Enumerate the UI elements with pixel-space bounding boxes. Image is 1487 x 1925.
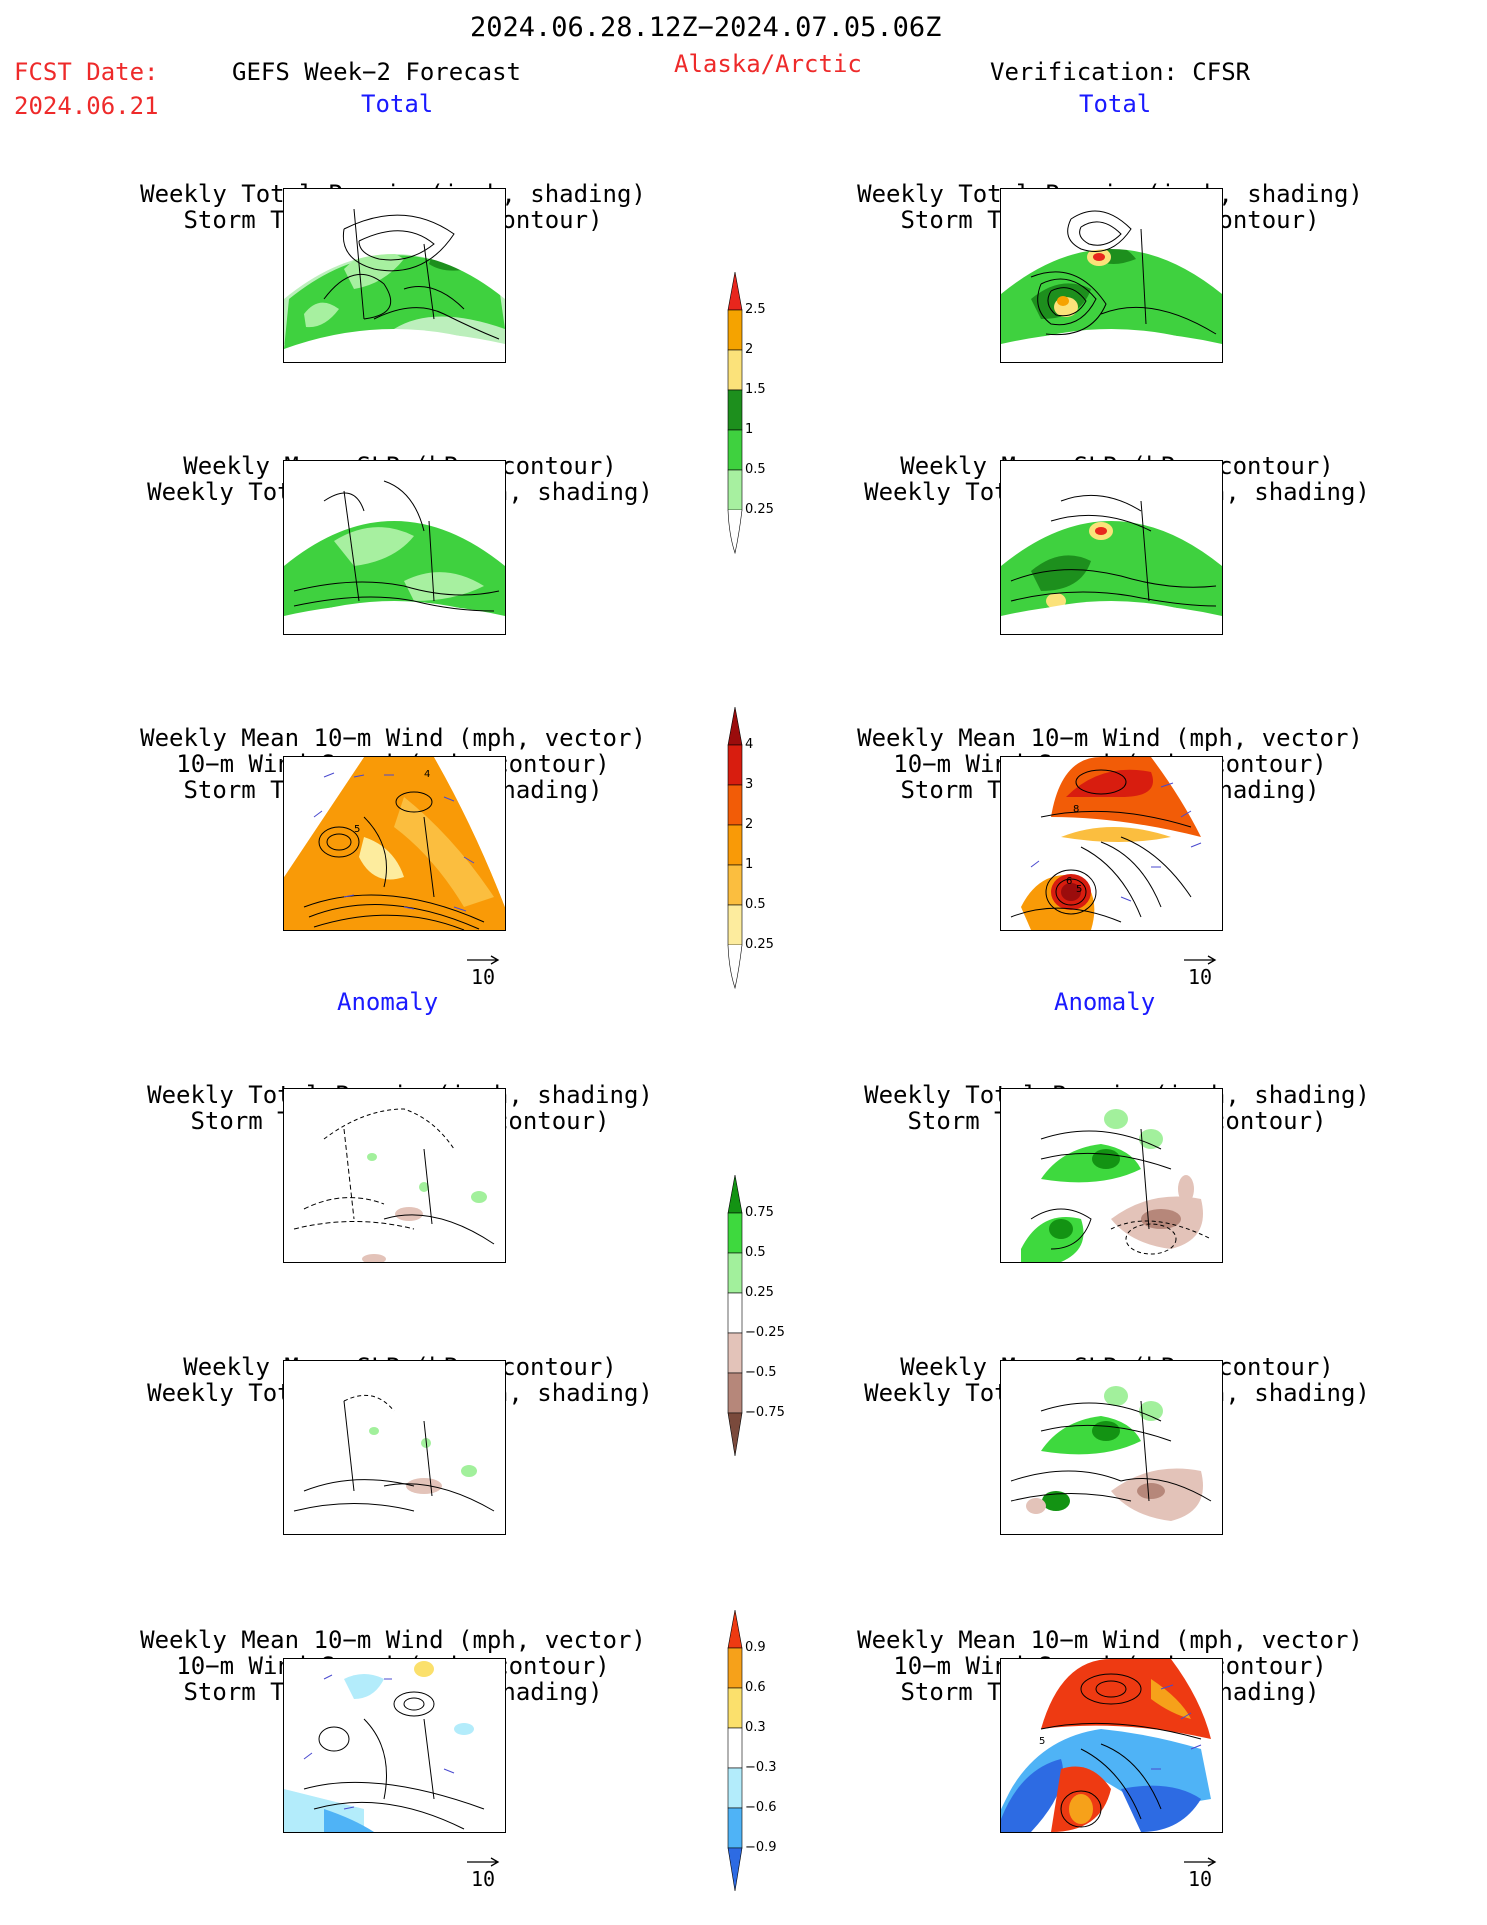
colorbar-swatch bbox=[727, 1767, 743, 1809]
colorbar-label: 0.3 bbox=[745, 1720, 766, 1735]
colorbar-label: 0.9 bbox=[745, 1640, 766, 1655]
arrow-right-icon bbox=[467, 955, 500, 965]
colorbar-swatch bbox=[727, 1412, 743, 1457]
colorbar-label: 0.5 bbox=[745, 462, 766, 477]
colorbar-swatch bbox=[727, 1727, 743, 1769]
colorbar-swatch bbox=[727, 784, 743, 826]
colorbar-storm-total: 4 3 2 1 0.5 0.25 bbox=[725, 705, 805, 990]
period-title: 2024.06.28.12Z−2024.07.05.06Z bbox=[470, 12, 942, 43]
colorbar-swatch bbox=[727, 824, 743, 866]
colorbar-swatch bbox=[727, 904, 743, 946]
map-precip-storm-anom-verif bbox=[1000, 1088, 1223, 1263]
colorbar-swatch bbox=[727, 429, 743, 471]
colorbar-swatch bbox=[727, 1647, 743, 1689]
arrow-right-icon bbox=[1184, 955, 1217, 965]
colorbar-label: −0.5 bbox=[745, 1365, 777, 1380]
fcst-date-label: FCST Date: bbox=[14, 58, 159, 86]
colorbar-swatch bbox=[727, 706, 743, 746]
contour-label: 6 bbox=[1066, 876, 1072, 887]
map-precip-storm-anom-forecast bbox=[283, 1088, 506, 1263]
colorbar-swatch bbox=[727, 1252, 743, 1294]
section-total-right: Total bbox=[1079, 90, 1152, 118]
colorbar-label: 2 bbox=[745, 817, 754, 832]
colorbar-label: 0.25 bbox=[745, 502, 774, 517]
colorbar-swatch bbox=[727, 864, 743, 906]
contour-label: 4 bbox=[424, 769, 430, 780]
colorbar-swatch bbox=[727, 1807, 743, 1849]
contour-label: 8 bbox=[1073, 804, 1079, 815]
section-total-left: Total bbox=[361, 90, 434, 118]
colorbar-swatch bbox=[727, 349, 743, 391]
colorbar-swatch bbox=[727, 1174, 743, 1214]
colorbar-label: 0.25 bbox=[745, 1285, 774, 1300]
map-slp-precip-anom-verif bbox=[1000, 1360, 1223, 1535]
colorbar-label: 2 bbox=[745, 342, 754, 357]
verification-title: Verification: CFSR bbox=[990, 58, 1251, 86]
colorbar-swatch bbox=[727, 744, 743, 786]
colorbar-label: −0.9 bbox=[745, 1840, 777, 1855]
colorbar-swatch bbox=[727, 1609, 743, 1649]
contour-label: 5 bbox=[354, 824, 360, 835]
map-precip-storm-total-verif bbox=[1000, 188, 1223, 363]
colorbar-label: 0.75 bbox=[745, 1205, 774, 1220]
vector-ref-total-right: 10 bbox=[1170, 955, 1230, 989]
colorbar-label: −0.75 bbox=[745, 1405, 785, 1420]
map-slp-precip-total-verif bbox=[1000, 460, 1223, 635]
colorbar-label: 1 bbox=[745, 422, 754, 437]
vector-ref-anom-right: 10 bbox=[1170, 1857, 1230, 1891]
map-slp-precip-anom-forecast bbox=[283, 1360, 506, 1535]
region-title: Alaska/Arctic bbox=[674, 50, 862, 78]
colorbar-label: −0.3 bbox=[745, 1760, 777, 1775]
map-wind-storm-total-forecast: 4 5 bbox=[283, 756, 506, 931]
map-wind-storm-anom-verif: 5 bbox=[1000, 1658, 1223, 1833]
colorbar-swatch bbox=[727, 309, 743, 351]
colorbar-label: 0.5 bbox=[745, 897, 766, 912]
arrow-right-icon bbox=[1184, 1857, 1217, 1867]
colorbar-swatch bbox=[727, 1687, 743, 1729]
section-anomaly-left: Anomaly bbox=[337, 988, 439, 1016]
arrow-right-icon bbox=[467, 1857, 500, 1867]
vector-ref-total-left: 10 bbox=[453, 955, 513, 989]
colorbar-label: 0.5 bbox=[745, 1245, 766, 1260]
colorbar-swatch bbox=[727, 469, 743, 511]
colorbar-label: 1 bbox=[745, 857, 754, 872]
colorbar-swatch bbox=[727, 1332, 743, 1374]
colorbar-label: 0.6 bbox=[745, 1680, 766, 1695]
colorbar-swatch bbox=[727, 1212, 743, 1254]
colorbar-precip-anom: 0.75 0.5 0.25 −0.25 −0.5 −0.75 bbox=[725, 1173, 805, 1458]
colorbar-label: 2.5 bbox=[745, 302, 766, 317]
map-wind-storm-anom-forecast bbox=[283, 1658, 506, 1833]
colorbar-label: 3 bbox=[745, 777, 754, 792]
contour-label: 5 bbox=[1039, 1736, 1045, 1747]
vector-ref-anom-left: 10 bbox=[453, 1857, 513, 1891]
map-wind-storm-total-verif: 8 6 5 bbox=[1000, 756, 1223, 931]
colorbar-swatch bbox=[727, 1292, 743, 1334]
section-anomaly-right: Anomaly bbox=[1054, 988, 1156, 1016]
colorbar-label: 4 bbox=[745, 737, 754, 752]
fcst-date-value: 2024.06.21 bbox=[14, 92, 159, 120]
colorbar-precip-total: 2.5 2 1.5 1 0.5 0.25 bbox=[725, 270, 805, 555]
model-title: GEFS Week−2 Forecast bbox=[232, 58, 521, 86]
contour-label: 5 bbox=[1076, 884, 1082, 895]
colorbar-swatch bbox=[727, 1372, 743, 1414]
colorbar-label: −0.6 bbox=[745, 1800, 777, 1815]
colorbar-label: −0.25 bbox=[745, 1325, 785, 1340]
colorbar-label: 1.5 bbox=[745, 382, 766, 397]
map-slp-precip-total-forecast bbox=[283, 460, 506, 635]
map-precip-storm-total-forecast bbox=[283, 188, 506, 363]
colorbar-swatch bbox=[727, 389, 743, 431]
colorbar-label: 0.25 bbox=[745, 937, 774, 952]
colorbar-swatch bbox=[727, 1847, 743, 1892]
colorbar-swatch bbox=[727, 271, 743, 311]
colorbar-storm-anom: 0.9 0.6 0.3 −0.3 −0.6 −0.9 bbox=[725, 1608, 805, 1893]
